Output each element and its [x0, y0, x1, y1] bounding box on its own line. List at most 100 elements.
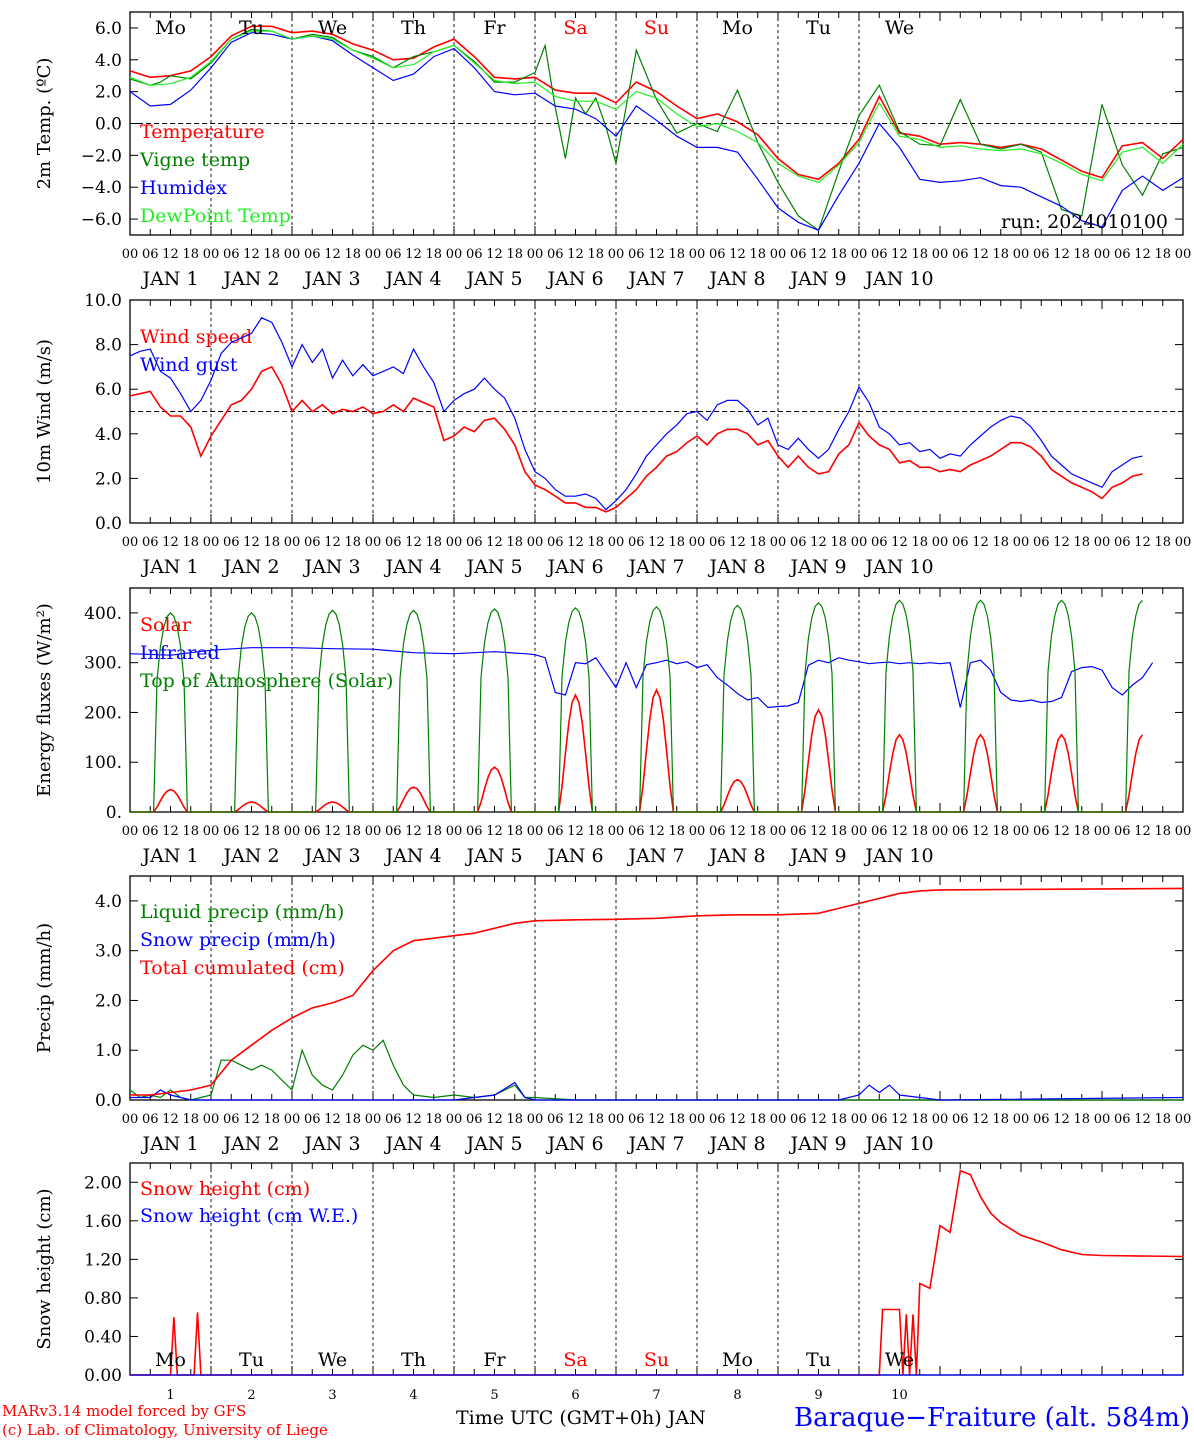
y-tick-label: 400.: [84, 604, 122, 624]
hour-tick-label: 00: [203, 535, 220, 550]
date-label: JAN 7: [626, 1133, 684, 1155]
hour-tick-label: 00: [446, 247, 463, 262]
hour-tick-label: 06: [142, 535, 159, 550]
hour-tick-label: 00: [284, 535, 301, 550]
date-label: JAN 4: [383, 845, 441, 867]
hour-tick-label: 18: [587, 247, 604, 262]
legend-entry: Wind speed: [140, 326, 252, 348]
hour-tick-label: 18: [344, 247, 361, 262]
date-label: JAN 1: [140, 1133, 198, 1155]
series-line-liquid-precip-mm-h-: [129, 1039, 1183, 1101]
date-label: JAN 7: [626, 268, 684, 290]
date-label: JAN 1: [140, 845, 198, 867]
hour-tick-label: 06: [142, 247, 159, 262]
hour-tick-label: 12: [972, 824, 989, 839]
model-credit: MARv3.14 model forced by GFS: [2, 1402, 246, 1420]
hour-tick-label: 18: [1073, 824, 1090, 839]
hour-tick-label: 18: [992, 535, 1009, 550]
y-tick-label: 100.: [84, 753, 122, 773]
hour-tick-label: 06: [304, 1112, 321, 1127]
hour-tick-label: 06: [790, 1112, 807, 1127]
y-tick-label: −4.0: [81, 178, 122, 198]
hour-tick-label: 00: [203, 824, 220, 839]
station-title: Baraque−Fraiture (alt. 584m): [794, 1403, 1190, 1433]
day-label: Mo: [722, 17, 753, 39]
date-label: JAN 10: [863, 845, 933, 867]
date-label: JAN 4: [383, 1133, 441, 1155]
hour-tick-label: 18: [182, 247, 199, 262]
series-line-snow-precip-mm-h-: [130, 1081, 1184, 1101]
y-tick-label: 2.0: [95, 469, 122, 489]
date-label: JAN 3: [302, 845, 360, 867]
hour-tick-label: 06: [1033, 824, 1050, 839]
date-label: JAN 9: [788, 556, 846, 578]
hour-tick-label: 00: [527, 535, 544, 550]
hour-tick-label: 12: [567, 824, 584, 839]
hour-tick-label: 00: [1013, 1112, 1030, 1127]
day-label: We: [318, 17, 347, 39]
legend-entry: Top of Atmosphere (Solar): [140, 670, 393, 692]
day-number: 1: [166, 1388, 174, 1403]
hour-tick-label: 12: [405, 247, 422, 262]
hour-tick-label: 00: [770, 247, 787, 262]
date-label: JAN 8: [707, 1133, 765, 1155]
y-tick-label: 1.20: [84, 1250, 122, 1270]
hour-tick-label: 18: [830, 1112, 847, 1127]
series-line-infrared: [129, 647, 1154, 709]
series-line-temperature: [129, 25, 1184, 181]
hour-tick-label: 18: [182, 535, 199, 550]
hour-tick-label: 12: [162, 535, 179, 550]
hour-tick-label: 12: [810, 247, 827, 262]
day-number: 6: [571, 1388, 579, 1403]
date-label: JAN 5: [464, 268, 522, 290]
y-tick-label: 6.0: [95, 380, 122, 400]
hour-tick-label: 12: [324, 535, 341, 550]
hour-tick-label: 18: [1073, 1112, 1090, 1127]
hour-tick-label: 00: [1175, 824, 1192, 839]
hour-tick-label: 18: [992, 1112, 1009, 1127]
y-tick-label: 300.: [84, 654, 122, 674]
hour-tick-label: 00: [932, 247, 949, 262]
x-axis-label: Time UTC (GMT+0h) JAN: [456, 1407, 706, 1429]
hour-tick-label: 00: [1094, 535, 1111, 550]
hour-tick-label: 12: [891, 247, 908, 262]
hour-tick-label: 06: [790, 824, 807, 839]
hour-tick-label: 00: [1013, 535, 1030, 550]
day-number: 3: [328, 1388, 336, 1403]
hour-tick-label: 06: [952, 1112, 969, 1127]
day-label: Tu: [239, 17, 264, 39]
hour-tick-label: 00: [689, 535, 706, 550]
hour-tick-label: 12: [648, 1112, 665, 1127]
hour-tick-label: 06: [709, 824, 726, 839]
hour-tick-label: 00: [365, 1112, 382, 1127]
hour-tick-label: 18: [263, 535, 280, 550]
hour-tick-label: 12: [891, 1112, 908, 1127]
day-number: 10: [891, 1388, 908, 1403]
hour-tick-label: 06: [709, 535, 726, 550]
panel-frame-flux: [129, 587, 1184, 813]
hour-tick-label: 12: [810, 824, 827, 839]
hour-tick-label: 06: [709, 1112, 726, 1127]
hour-tick-label: 06: [628, 535, 645, 550]
date-label: JAN 2: [221, 556, 279, 578]
day-label: Sa: [563, 17, 587, 39]
day-label: Su: [644, 1349, 669, 1371]
day-label: Mo: [155, 17, 186, 39]
hour-tick-label: 18: [911, 535, 928, 550]
day-number: 2: [247, 1388, 255, 1403]
series-line-total-cumulated-cm-: [130, 887, 1184, 1096]
hour-tick-label: 00: [284, 1112, 301, 1127]
hour-tick-label: 12: [324, 1112, 341, 1127]
date-label: JAN 5: [464, 556, 522, 578]
date-label: JAN 1: [140, 268, 198, 290]
hour-tick-label: 06: [385, 824, 402, 839]
hour-tick-label: 18: [182, 824, 199, 839]
hour-tick-label: 00: [203, 1112, 220, 1127]
hour-tick-label: 00: [203, 247, 220, 262]
hour-tick-label: 12: [405, 535, 422, 550]
hour-tick-label: 00: [608, 535, 625, 550]
day-label: Tu: [806, 1349, 831, 1371]
hour-tick-label: 12: [1053, 1112, 1070, 1127]
hour-tick-label: 18: [668, 1112, 685, 1127]
